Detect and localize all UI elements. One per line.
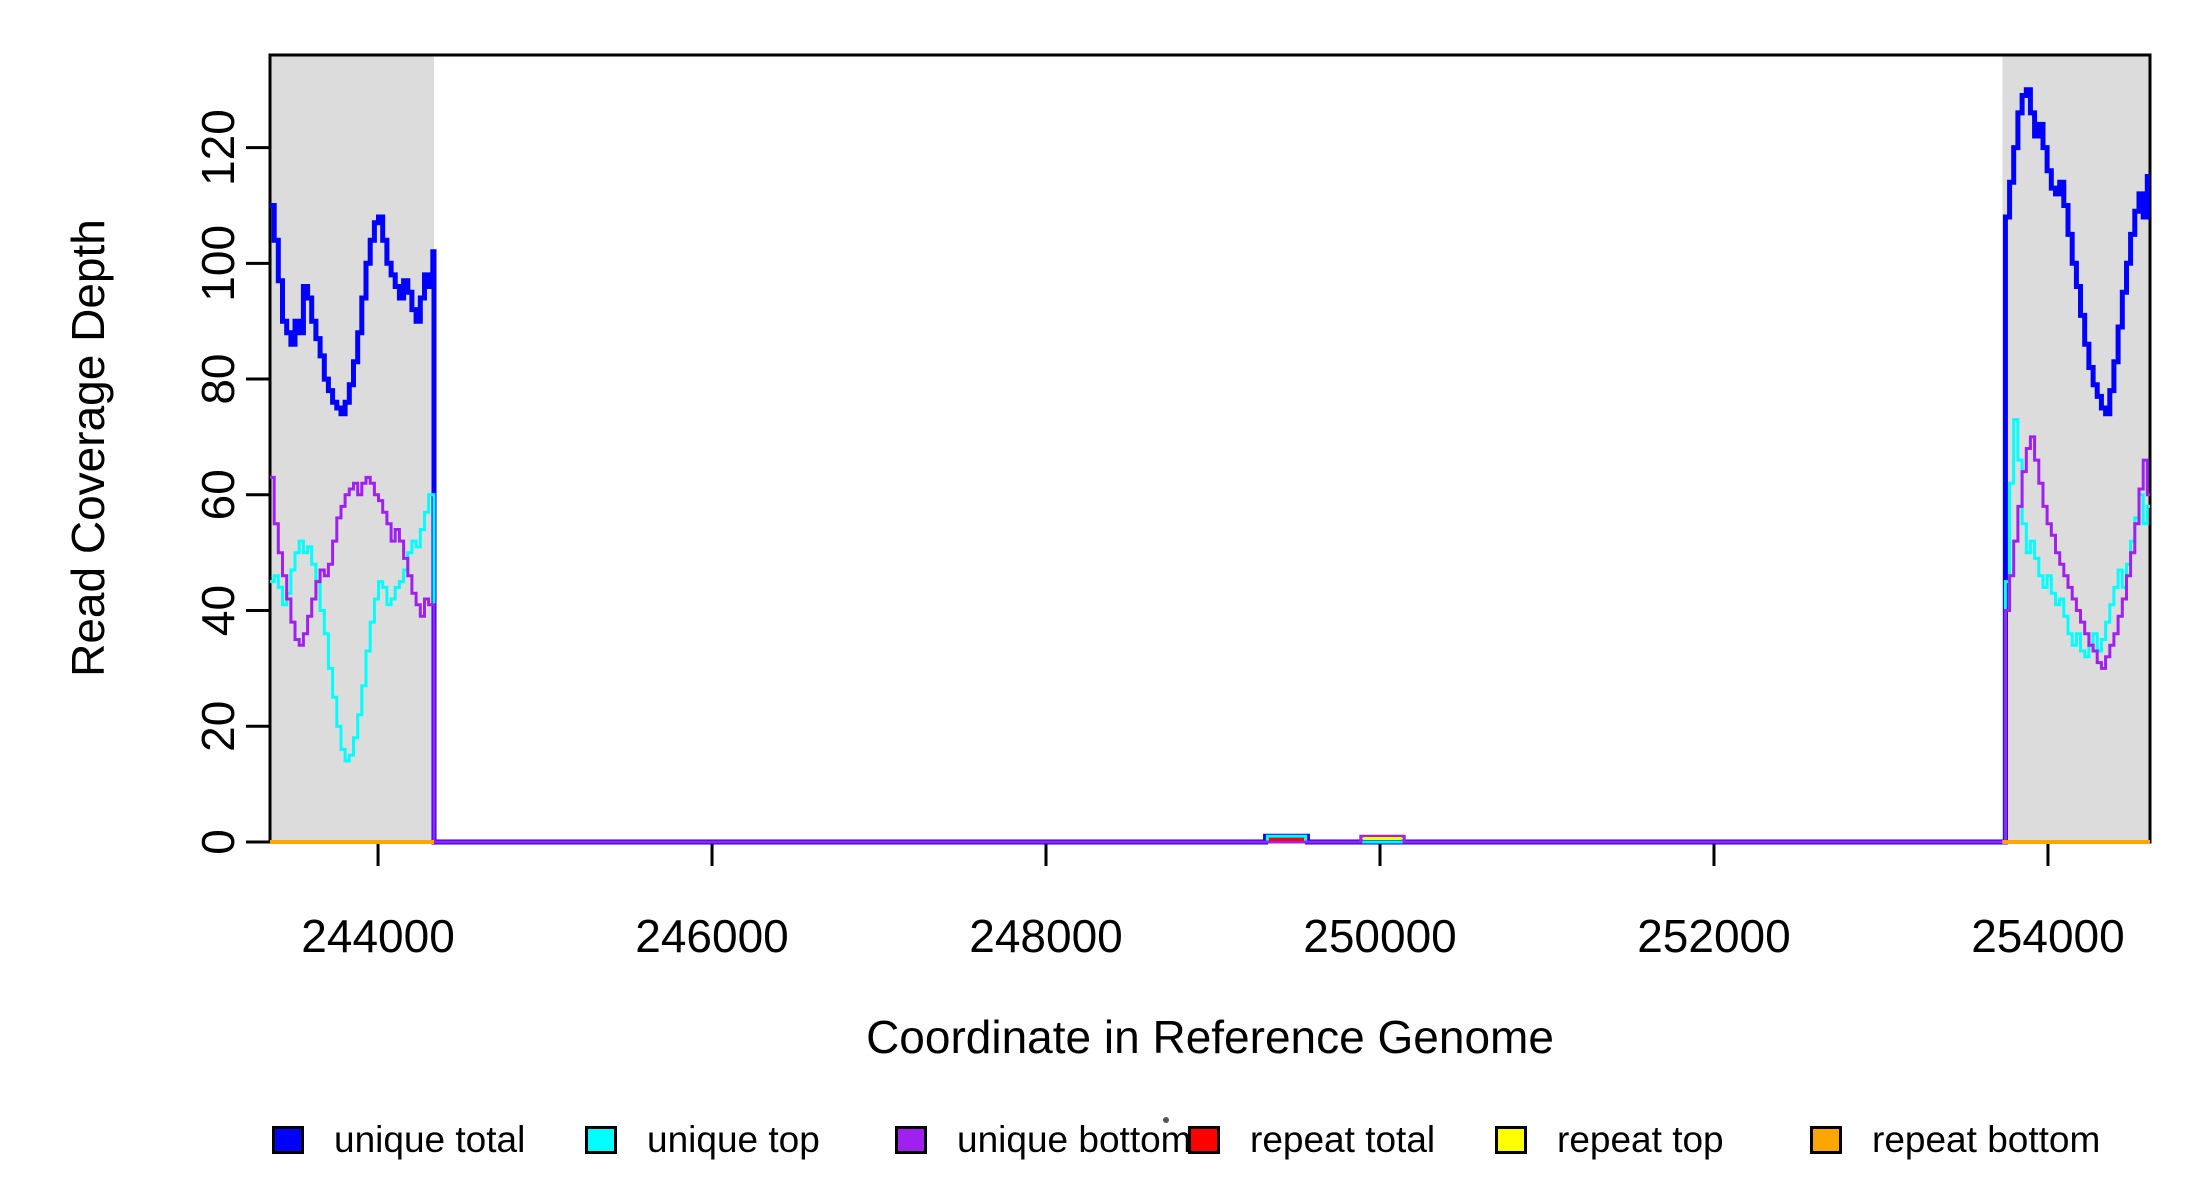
legend-label: repeat total (1250, 1119, 1436, 1160)
legend-label: repeat bottom (1872, 1119, 2101, 1160)
y-tick-label: 120 (192, 109, 244, 186)
unique-bottom-swatch-icon (895, 1126, 927, 1154)
y-tick-label: 60 (192, 469, 244, 520)
y-tick-label: 100 (192, 225, 244, 302)
x-tick-label: 248000 (969, 910, 1123, 962)
legend-item-unique-top: unique top (585, 1118, 820, 1162)
legend-label: unique top (647, 1119, 820, 1160)
unique-total-swatch-icon (272, 1126, 304, 1154)
x-tick-label: 250000 (1303, 910, 1457, 962)
y-tick-label: 0 (192, 829, 244, 855)
plot-border (268, 53, 2152, 844)
legend-label: repeat top (1557, 1119, 1724, 1160)
repeat-bottom-swatch-icon (1810, 1126, 1842, 1154)
legend-item-repeat-total: repeat total (1188, 1118, 1435, 1162)
legend: unique total unique top unique bottom re… (0, 1118, 2200, 1168)
x-tick-label: 246000 (635, 910, 789, 962)
x-tick-label: 254000 (1971, 910, 2125, 962)
shaded-region-left (270, 55, 434, 842)
unique-bottom-line (270, 435, 2150, 844)
y-tick-label: 40 (192, 585, 244, 636)
legend-label: unique bottom (957, 1119, 1192, 1160)
repeat-total-swatch-icon (1188, 1126, 1220, 1154)
stray-dot (1163, 1117, 1169, 1123)
shaded-region-right (2002, 55, 2150, 842)
y-tick-label: 80 (192, 353, 244, 404)
legend-item-unique-bottom: unique bottom (895, 1118, 1192, 1162)
legend-item-unique-total: unique total (272, 1118, 525, 1162)
repeat-top-swatch-icon (1495, 1126, 1527, 1154)
legend-label: unique total (334, 1119, 526, 1160)
unique-top-swatch-icon (585, 1126, 617, 1154)
legend-item-repeat-top: repeat top (1495, 1118, 1724, 1162)
unique-total-line (270, 87, 2150, 845)
x-axis-title: Coordinate in Reference Genome (866, 1011, 1554, 1063)
x-tick-label: 252000 (1637, 910, 1791, 962)
y-tick-label: 20 (192, 701, 244, 752)
legend-item-repeat-bottom: repeat bottom (1810, 1118, 2100, 1162)
unique-top-line (270, 418, 2150, 844)
y-axis-title: Read Coverage Depth (62, 219, 114, 677)
x-tick-label: 244000 (301, 910, 455, 962)
